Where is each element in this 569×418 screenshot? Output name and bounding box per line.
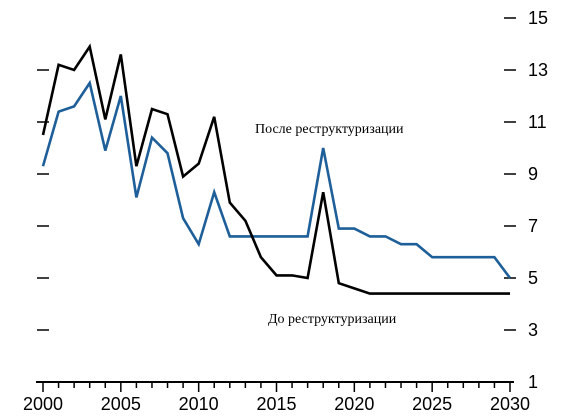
y-right-tick-label: 1 — [528, 372, 538, 392]
x-tick-label: 2020 — [334, 394, 374, 414]
series-line-before — [41, 43, 510, 295]
series-line-after — [41, 79, 512, 279]
x-tick-label: 2010 — [179, 394, 219, 414]
y-right-tick-label: 11 — [528, 112, 547, 132]
x-tick-label: 2005 — [101, 394, 141, 414]
y-right-tick-label: 9 — [528, 164, 538, 184]
y-right-tick-label: 13 — [528, 60, 548, 80]
y-right-tick-label: 5 — [528, 268, 538, 288]
chart-tick-labels: 2000 2005 2010 2015 2020 2025 2030 15 13 11 9 7 5 3 1 — [23, 8, 548, 414]
x-tick-label: 2015 — [256, 394, 296, 414]
x-tick-label: 2025 — [412, 394, 452, 414]
y-right-tick-label: 7 — [528, 216, 538, 236]
chart-series — [41, 43, 512, 295]
x-tick-label: 2000 — [23, 394, 63, 414]
y-right-tick-label: 15 — [528, 8, 548, 28]
y-right-tick-label: 3 — [528, 320, 538, 340]
chart-axes — [36, 17, 516, 392]
annotation-before-restructuring: До реструктуризации — [268, 312, 397, 327]
x-tick-label: 2030 — [490, 394, 530, 414]
annotation-after-restructuring: После реструктуризации — [255, 122, 404, 137]
